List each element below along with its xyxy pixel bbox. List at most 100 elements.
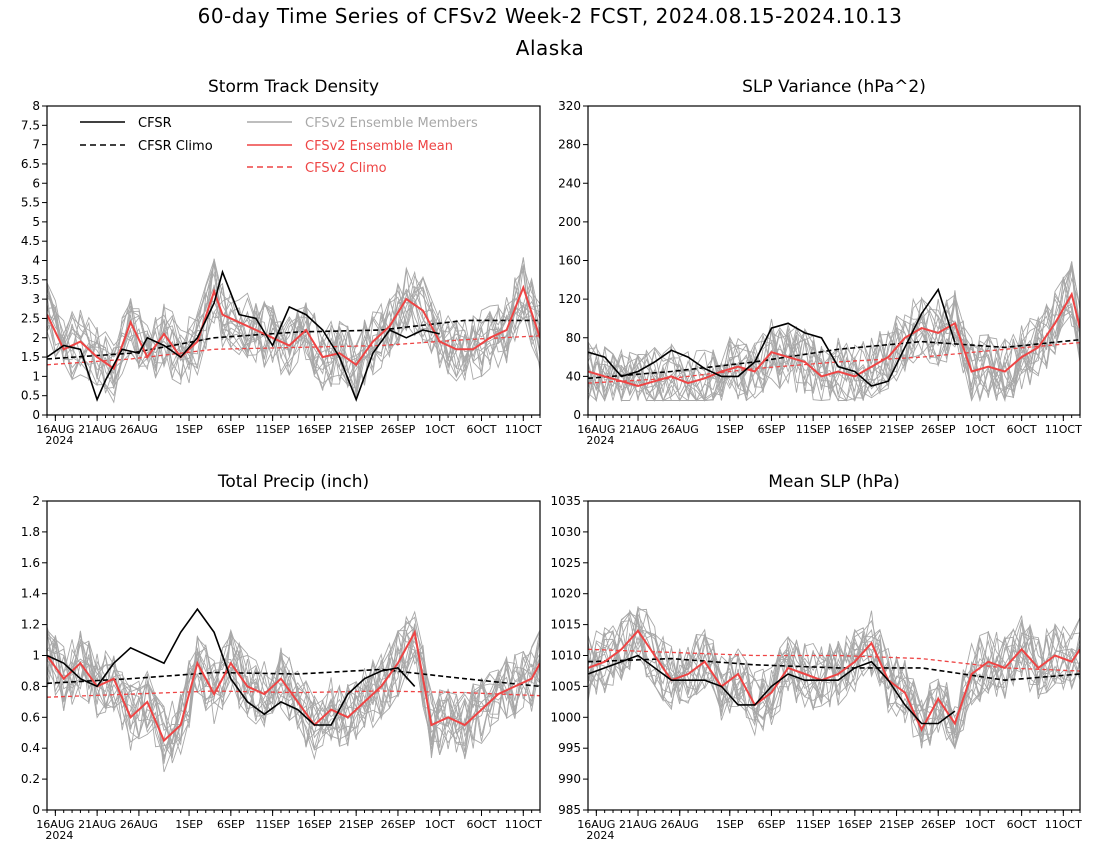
y-tick-label: 4 <box>32 254 40 268</box>
x-tick-label: 11SEP <box>796 818 831 831</box>
y-tick-label: 1.8 <box>21 525 40 539</box>
series-cfsr <box>47 269 440 402</box>
y-tick-label: 7 <box>32 138 40 152</box>
y-tick-label: 1000 <box>550 710 581 724</box>
x-tick-label: 16SEP <box>297 818 332 831</box>
ensemble-member-line <box>47 259 540 391</box>
x-year-label: 2024 <box>586 829 614 842</box>
x-tick-label: 16AUG <box>36 423 74 436</box>
legend-label: CFSR Climo <box>138 139 213 154</box>
y-tick-label: 3 <box>32 292 40 306</box>
x-tick-label: 1SEP <box>716 818 744 831</box>
y-tick-label: 1.5 <box>21 350 40 364</box>
x-tick-label: 16AUG <box>577 423 615 436</box>
series-ensemble-mean <box>47 629 540 743</box>
panel-title: Mean SLP (hPa) <box>768 472 900 492</box>
x-tick-label: 1OCT <box>965 818 995 831</box>
y-tick-label: 1010 <box>550 649 581 663</box>
y-tick-label: 2 <box>32 494 40 508</box>
x-tick-label: 26AUG <box>661 423 699 436</box>
series-cfsr <box>588 654 956 725</box>
x-year-label: 2024 <box>45 434 73 447</box>
y-tick-label: 1030 <box>550 525 581 539</box>
y-tick-label: 320 <box>558 99 581 113</box>
ensemble-member-line <box>588 291 1080 402</box>
x-tick-label: 21AUG <box>619 818 657 831</box>
y-tick-label: 1035 <box>550 494 581 508</box>
x-tick-label: 11OCT <box>1045 423 1082 436</box>
ensemble-member-line <box>588 299 1080 403</box>
y-tick-label: 3.5 <box>21 273 40 287</box>
x-tick-label: 1OCT <box>425 423 455 436</box>
y-tick-label: 6 <box>32 176 40 190</box>
y-tick-label: 7.5 <box>21 118 40 132</box>
y-tick-label: 160 <box>558 254 581 268</box>
y-tick-label: 280 <box>558 138 581 152</box>
y-tick-label: 5.5 <box>21 196 40 210</box>
y-tick-label: 1015 <box>550 618 581 632</box>
x-tick-label: 1OCT <box>965 423 995 436</box>
series-cfsr-climo <box>47 668 540 688</box>
y-tick-label: 80 <box>566 331 581 345</box>
x-tick-label: 16SEP <box>297 423 332 436</box>
y-tick-label: 990 <box>558 772 581 786</box>
y-tick-label: 120 <box>558 292 581 306</box>
x-tick-label: 6OCT <box>1007 818 1037 831</box>
x-tick-label: 21SEP <box>879 423 914 436</box>
panel-title: Storm Track Density <box>208 77 379 97</box>
x-tick-label: 21AUG <box>78 423 116 436</box>
plot-area <box>47 607 540 773</box>
y-tick-label: 2 <box>32 331 40 345</box>
ensemble-member-line <box>47 631 540 759</box>
y-tick-label: 200 <box>558 215 581 229</box>
ensemble-member-line <box>47 263 540 387</box>
series-cfsr <box>588 287 956 387</box>
x-tick-label: 1SEP <box>175 423 203 436</box>
plot-frame <box>46 105 541 416</box>
x-tick-label: 26SEP <box>921 423 956 436</box>
ensemble-member-line <box>588 276 1080 402</box>
y-tick-label: 0 <box>32 803 40 817</box>
x-tick-label: 21SEP <box>339 818 374 831</box>
ensemble-member-line <box>588 607 1080 740</box>
x-tick-label: 26SEP <box>921 818 956 831</box>
y-tick-label: 4.5 <box>21 234 40 248</box>
x-tick-label: 1SEP <box>175 818 203 831</box>
x-tick-label: 26AUG <box>120 423 158 436</box>
panel-storm-track-density: Storm Track Density 0 0.5 1 1.5 2 2.5 3 3.5 4 4.5 5… <box>21 77 542 447</box>
x-tick-label: 6SEP <box>758 818 786 831</box>
ensemble-member-line <box>47 637 540 744</box>
plot-area <box>588 606 1080 750</box>
y-tick-label: 40 <box>566 369 581 383</box>
ensemble-member-line <box>588 278 1080 402</box>
y-tick-label: 985 <box>558 803 581 817</box>
series-cfsr-climo <box>588 657 1080 682</box>
y-tick-label: 1025 <box>550 556 581 570</box>
series-cfsr-climo <box>47 319 540 360</box>
x-tick-label: 6OCT <box>466 423 496 436</box>
x-tick-label: 6SEP <box>217 818 245 831</box>
ensemble-member-line <box>588 615 1080 750</box>
x-tick-label: 21SEP <box>879 818 914 831</box>
legend-label: CFSR <box>138 116 172 131</box>
y-tick-label: 5 <box>32 215 40 229</box>
figure-subtitle: Alaska <box>515 36 585 60</box>
ensemble-member-line <box>588 276 1080 403</box>
ensemble-member-line <box>588 267 1080 401</box>
x-tick-label: 11SEP <box>255 818 290 831</box>
y-tick-label: 240 <box>558 176 581 190</box>
ensemble-member-line <box>588 625 1080 738</box>
ensemble-member-line <box>588 611 1080 749</box>
y-tick-label: 0.2 <box>21 772 40 786</box>
y-tick-label: 995 <box>558 741 581 755</box>
legend-label: CFSv2 Climo <box>305 161 387 176</box>
y-tick-label: 2.5 <box>21 311 40 325</box>
ensemble-member-line <box>47 264 540 394</box>
x-tick-label: 11OCT <box>1045 818 1082 831</box>
plot-frame <box>587 105 1081 416</box>
panel-title: SLP Variance (hPa^2) <box>742 77 926 97</box>
series-ensemble-mean <box>588 291 1080 388</box>
chart-legend: CFSR CFSR Climo CFSv2 Ensemble Members CFSv… <box>80 116 478 176</box>
ensemble-member-line <box>47 261 540 388</box>
x-tick-label: 21AUG <box>619 423 657 436</box>
